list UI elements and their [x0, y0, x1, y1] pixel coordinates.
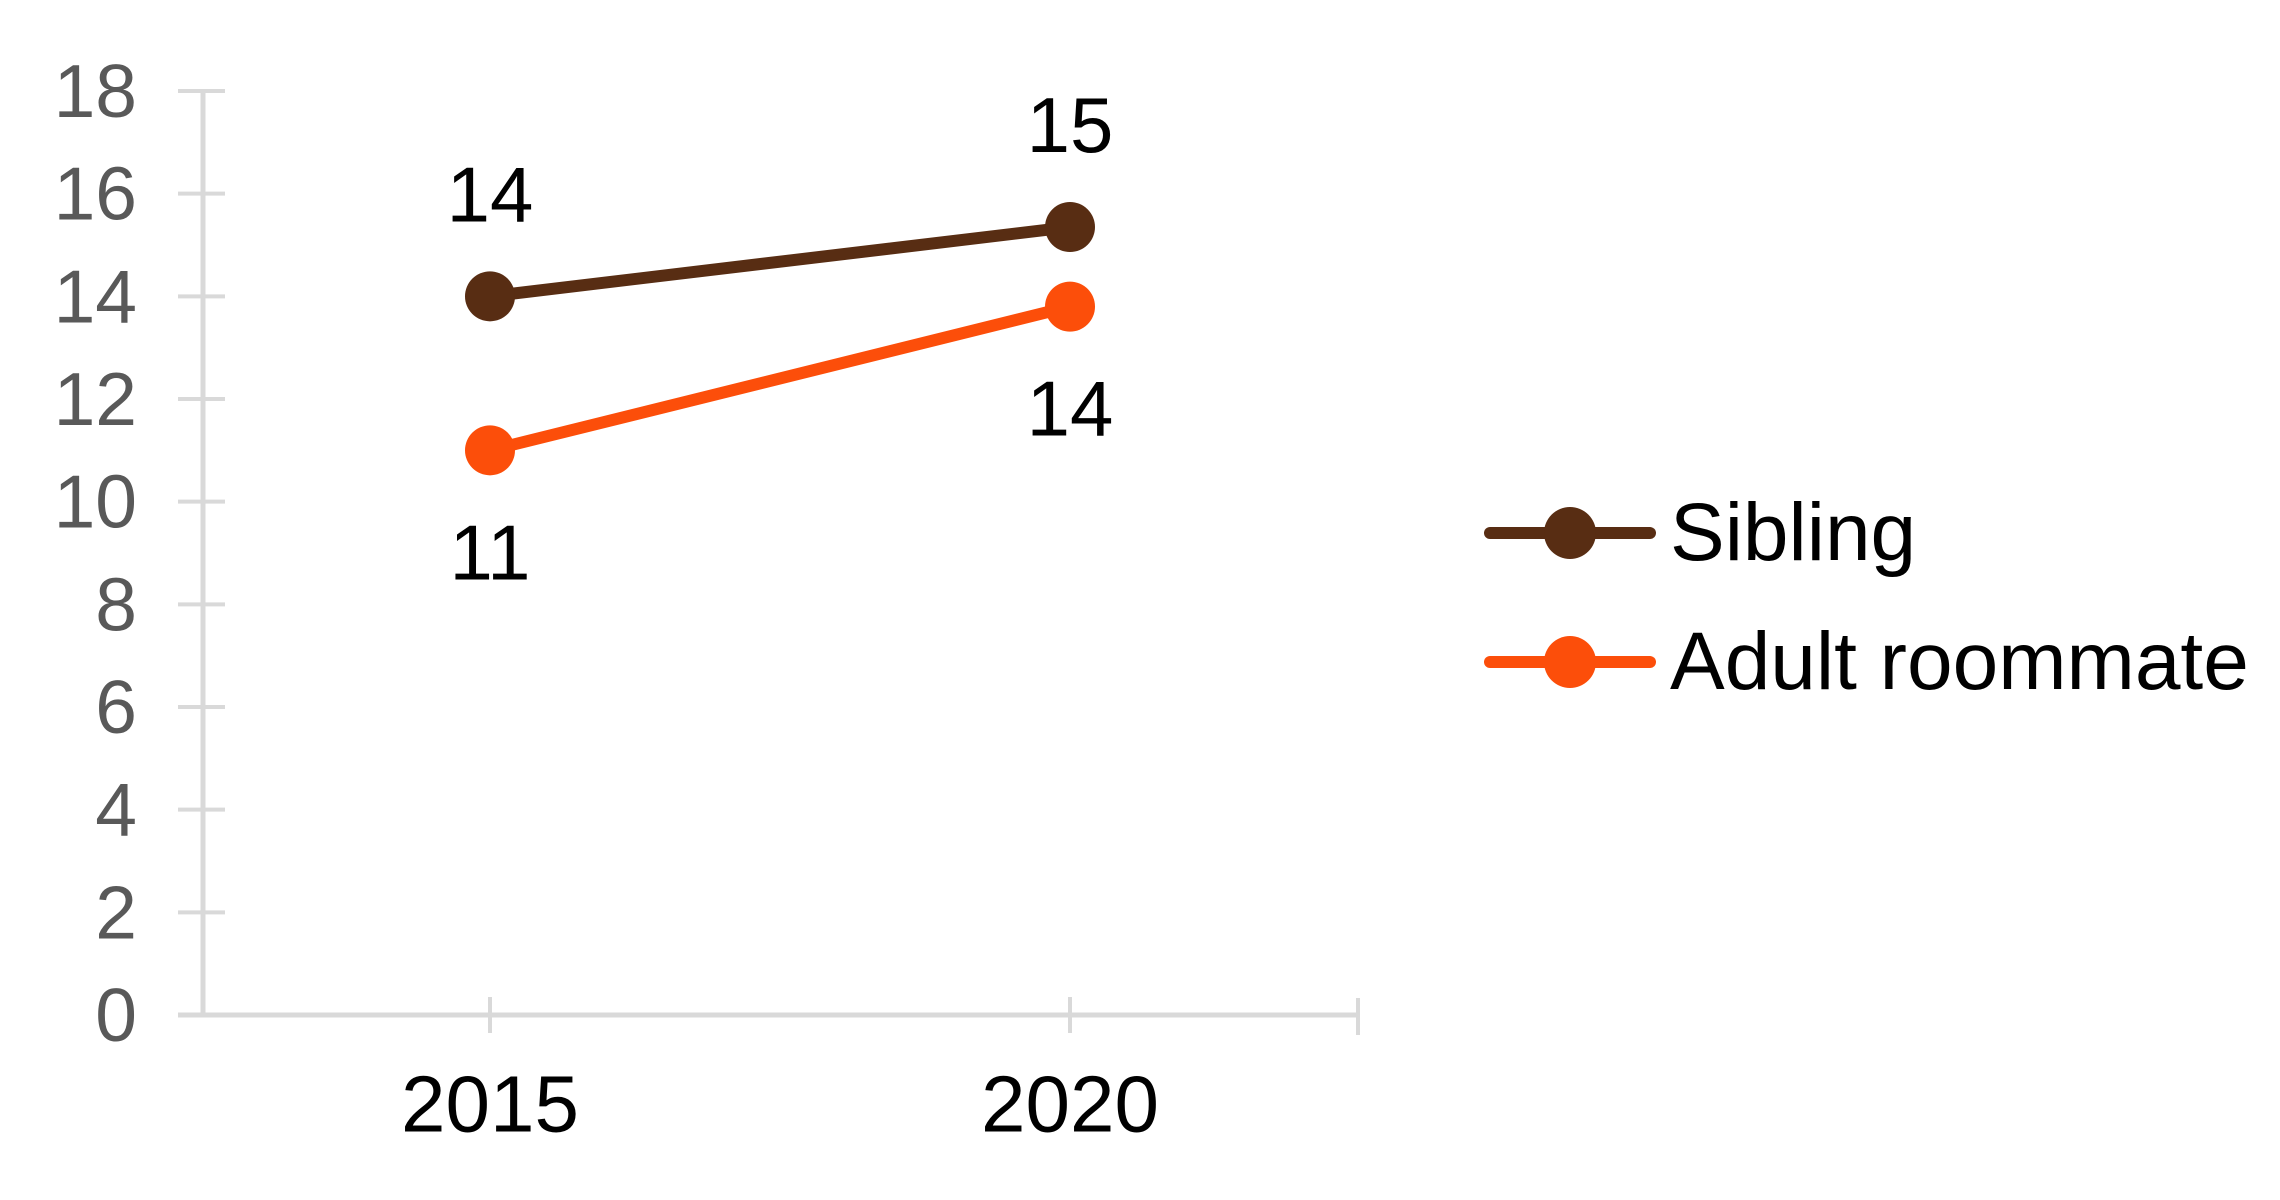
- legend-label-sibling: Sibling: [1670, 487, 1917, 578]
- y-tick-label: 0: [95, 973, 137, 1057]
- y-tick-label: 12: [54, 357, 137, 441]
- y-tick-label: 6: [95, 665, 137, 749]
- series-line-sibling: [484, 221, 1076, 303]
- data-point-marker-adult-roommate-2015: [465, 425, 515, 476]
- y-tick-label: 8: [95, 562, 137, 646]
- data-label: 14: [447, 150, 534, 238]
- data-point-marker-adult-roommate-2020: [1045, 281, 1095, 332]
- legend-dot-marker-icon: [1544, 507, 1596, 559]
- line-marker-swatch-icon: [1484, 487, 1656, 579]
- data-label: 11: [450, 508, 531, 596]
- y-tick-label: 18: [54, 49, 137, 133]
- data-point-marker-sibling-2015: [465, 271, 515, 322]
- legend-dot-marker-icon: [1544, 636, 1596, 688]
- series-line-adult-roommate: [484, 300, 1076, 457]
- line-marker-swatch-icon: [1484, 616, 1656, 708]
- x-tick-label: 2020: [981, 1060, 1159, 1149]
- data-label: 14: [1027, 365, 1114, 453]
- y-tick-label: 10: [54, 460, 137, 544]
- legend-item-sibling: Sibling: [1484, 487, 1916, 579]
- y-tick-label: 2: [95, 870, 137, 954]
- y-tick-label: 4: [95, 768, 137, 852]
- legend-item-adult-roommate: Adult roommate: [1484, 616, 2249, 708]
- y-tick-label: 14: [54, 254, 137, 338]
- x-tick-label: 2015: [401, 1060, 579, 1149]
- chart-legend: Sibling Adult roommate: [1484, 0, 2280, 1200]
- data-point-marker-sibling-2020: [1045, 202, 1095, 253]
- y-tick-label: 16: [54, 152, 137, 236]
- legend-label-adult-roommate: Adult roommate: [1670, 616, 2249, 707]
- data-label: 15: [1027, 81, 1114, 169]
